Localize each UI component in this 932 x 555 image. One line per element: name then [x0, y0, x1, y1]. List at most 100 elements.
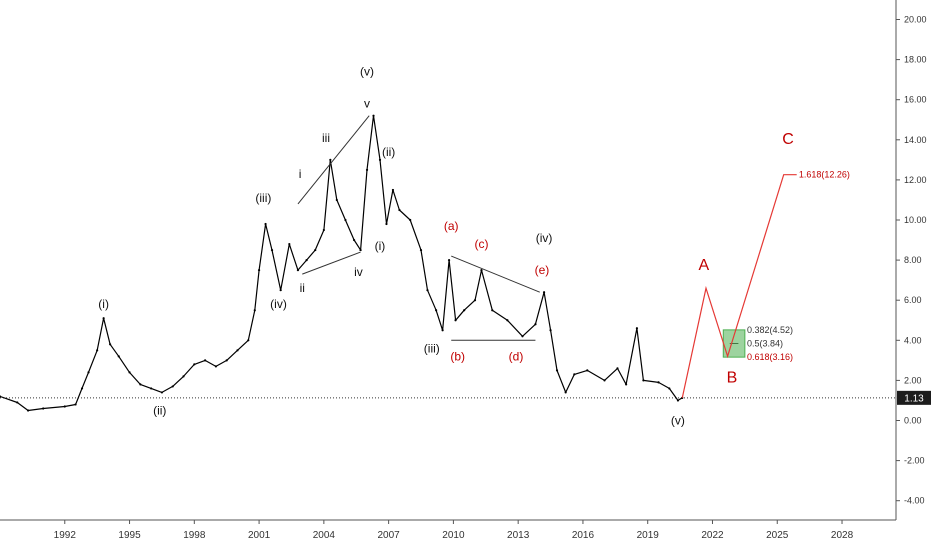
- price-point: [150, 387, 153, 390]
- price-point: [419, 248, 423, 252]
- wave-label: (d): [509, 349, 524, 363]
- price-point: [352, 238, 356, 242]
- abc-projection-line: [681, 174, 797, 398]
- price-point: [63, 405, 66, 408]
- axes-layer: 20.00 18.00 16.00 14.00 12.00 10.00 8.00 6.00 4.…: [0, 0, 931, 541]
- price-point: [117, 355, 120, 358]
- y-tick-label: 20.00: [904, 15, 927, 25]
- price-point: [214, 365, 218, 368]
- price-point: [257, 269, 261, 272]
- price-point: [335, 198, 338, 202]
- fib-level-label: 1.618(12.26): [799, 170, 850, 180]
- price-point: [625, 383, 628, 386]
- price-point: [534, 323, 537, 326]
- wave-label: (v): [360, 65, 374, 79]
- price-point: [329, 158, 332, 161]
- price-point: [480, 269, 483, 272]
- x-tick-label: 2025: [766, 530, 789, 541]
- wave-label: (ii): [382, 145, 395, 159]
- y-tick-label: 12.00: [904, 175, 927, 185]
- wave-label: (ii): [153, 403, 166, 417]
- wave-label: i: [299, 167, 302, 181]
- price-point: [314, 248, 317, 252]
- wave-label: C: [782, 131, 794, 148]
- price-point: [521, 335, 524, 338]
- price-point: [564, 391, 567, 394]
- price-point: [109, 343, 112, 346]
- wave-label: (iv): [270, 297, 287, 311]
- y-tick-label: 14.00: [904, 135, 927, 145]
- price-point: [359, 248, 362, 252]
- annotation-layer: 0.382(4.52) 0.5(3.84) 0.618(3.16) 1.618(12.…: [297, 115, 850, 398]
- wave-label: iv: [354, 265, 363, 279]
- y-tick-label: 10.00: [904, 215, 927, 225]
- x-tick-label: 2004: [313, 530, 336, 541]
- wave-label: (e): [535, 263, 550, 277]
- price-point: [542, 291, 546, 294]
- trendline: [302, 251, 361, 275]
- price-point: [441, 329, 444, 332]
- price-point: [426, 289, 429, 292]
- price-layer: [0, 114, 684, 412]
- price-point: [385, 222, 388, 226]
- y-tick-label: 16.00: [904, 95, 927, 105]
- price-point: [616, 367, 619, 370]
- price-point: [264, 222, 267, 226]
- price-point: [657, 381, 660, 384]
- wave-label: (b): [450, 349, 465, 363]
- fib-level-label: 0.382(4.52): [747, 325, 793, 335]
- price-point: [305, 259, 308, 262]
- price-point: [253, 309, 256, 312]
- price-point: [182, 375, 185, 378]
- x-tick-label: 2001: [248, 530, 271, 541]
- current-price-badge: [897, 390, 931, 405]
- price-point: [236, 349, 239, 352]
- price-point: [491, 309, 494, 312]
- price-point: [288, 242, 291, 246]
- wave-label: (iv): [536, 231, 553, 245]
- price-point: [372, 114, 375, 117]
- x-tick-label: 2028: [831, 530, 854, 541]
- price-point: [296, 269, 300, 272]
- price-point: [603, 379, 606, 382]
- price-point: [549, 329, 552, 332]
- price-point: [247, 339, 250, 342]
- x-tick-label: 1998: [183, 530, 206, 541]
- price-point: [204, 359, 207, 362]
- wave-label: (iii): [255, 191, 271, 205]
- x-tick-label: 2010: [442, 530, 465, 541]
- y-tick-label: 18.00: [904, 55, 927, 65]
- price-point: [344, 218, 347, 222]
- x-tick-label: 2013: [507, 530, 530, 541]
- x-tick-label: 2022: [701, 530, 724, 541]
- price-point: [378, 158, 382, 161]
- wave-label: B: [727, 369, 738, 386]
- y-tick-label: -2.00: [904, 456, 925, 466]
- price-point: [555, 369, 559, 372]
- trendline: [451, 255, 540, 293]
- price-point: [102, 317, 105, 320]
- y-tick-label: 4.00: [904, 335, 922, 345]
- price-point: [0, 395, 2, 398]
- x-tick-label: 1992: [54, 530, 77, 541]
- wave-label: iii: [322, 131, 330, 145]
- price-point: [435, 309, 438, 312]
- wave-label: (v): [671, 414, 685, 428]
- price-point: [74, 403, 77, 406]
- price-point: [193, 363, 196, 366]
- price-point: [365, 168, 369, 171]
- price-point: [80, 387, 84, 390]
- price-point: [279, 289, 282, 292]
- price-point: [171, 385, 174, 388]
- price-point: [391, 188, 395, 192]
- price-series-line: [0, 115, 683, 412]
- price-point: [668, 387, 671, 390]
- price-point: [225, 359, 228, 362]
- price-point: [447, 259, 451, 262]
- price-point: [676, 399, 680, 402]
- y-tick-label: 6.00: [904, 295, 922, 305]
- wave-label: (iii): [424, 341, 440, 355]
- wave-label-layer: (i)(ii)(iii)(iv)iiiiiiiv(v)v(ii)(i)(iii)…: [98, 65, 794, 428]
